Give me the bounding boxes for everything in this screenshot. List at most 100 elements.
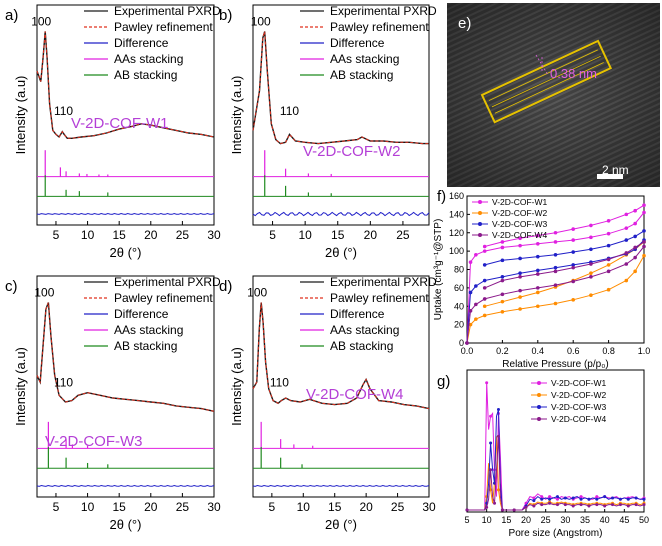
legend-marker	[537, 393, 541, 397]
series-pawley-refinement	[36, 31, 215, 139]
pore-point	[563, 496, 567, 500]
isotherm-point	[633, 234, 637, 239]
y-tick-label: 100	[449, 246, 464, 256]
y-axis-label: Intensity (a.u)	[229, 347, 244, 426]
x-tick-label: 0.2	[496, 346, 509, 356]
isotherm-point	[536, 233, 540, 238]
sample-label: V-2D-COF-W4	[306, 386, 404, 403]
isotherm-point	[571, 238, 575, 242]
pore-point	[555, 495, 559, 499]
isotherm-point	[500, 309, 505, 314]
legend-label: AAs stacking	[330, 323, 399, 337]
x-tick-label: 15	[112, 500, 126, 514]
isotherm-point	[474, 302, 478, 307]
x-tick-label: 15	[501, 515, 511, 525]
isotherm-point	[633, 255, 637, 260]
x-axis-label: 2θ (°)	[325, 245, 357, 260]
legend-label: AAs stacking	[330, 52, 399, 66]
x-tick-label: 0.8	[602, 346, 615, 356]
isotherm-point	[468, 290, 473, 295]
isotherm-point	[633, 269, 637, 274]
panel-letter-a: a)	[5, 7, 18, 24]
isotherm-point	[482, 278, 487, 283]
isotherm-point	[606, 287, 611, 292]
legend-label: V-2D-COF-W1	[551, 378, 607, 388]
pore-point	[540, 497, 544, 501]
pore-point	[611, 496, 615, 500]
isotherm-point	[553, 240, 558, 244]
x-axis-label: Relative Pressure (p/p₀)	[502, 359, 608, 370]
plot-frame	[36, 275, 215, 498]
plot-frame	[252, 275, 430, 498]
isotherm-point	[606, 269, 611, 274]
scale-bar	[597, 174, 623, 179]
plot-frame	[36, 4, 215, 226]
x-axis-label: 2θ (°)	[110, 517, 142, 532]
pore-point	[563, 503, 567, 507]
x-axis-label: 2θ (°)	[325, 517, 357, 532]
isotherm-point	[642, 253, 646, 258]
x-tick-label: 15	[331, 228, 345, 242]
x-tick-label: 10	[482, 515, 492, 525]
pxrd-panel-a: 5 10 15 20 25 30 2θ (°) Intensity (a.u) a) 100 110…	[5, 4, 221, 260]
x-tick-label: 20	[521, 515, 531, 525]
peak-label-110: 110	[280, 104, 299, 118]
legend-marker	[537, 381, 541, 385]
y-axis-label: Uptake (cm³g⁻¹@STP)	[433, 219, 444, 321]
y-tick-label: 60	[454, 283, 464, 293]
isotherm-point	[536, 286, 540, 290]
isotherm-point	[642, 210, 646, 215]
x-tick-label: 25	[176, 228, 190, 242]
pore-point	[485, 381, 489, 385]
isotherm-point	[553, 265, 558, 270]
x-tick-label: 25	[391, 500, 405, 514]
isotherm-point	[606, 257, 611, 262]
pore-point	[540, 503, 544, 507]
pore-point	[485, 505, 489, 509]
legend-label: AAs stacking	[114, 323, 183, 337]
series-difference	[36, 484, 215, 487]
pore-point	[489, 441, 493, 445]
isotherm-point	[518, 256, 522, 261]
pore-point	[548, 495, 552, 499]
isotherm-point	[553, 230, 558, 235]
legend-marker	[537, 417, 541, 421]
isotherm-panel: 0.0 0.2 0.4 0.6 0.8 1.0 0 20 40 60 80 100 120 140 160 R…	[433, 188, 650, 370]
pore-point	[571, 504, 575, 508]
pore-point	[611, 503, 615, 507]
y-tick-label: 160	[449, 191, 464, 201]
isotherm-point	[518, 307, 522, 311]
x-tick-label: 10	[297, 500, 311, 514]
isotherm-point	[518, 288, 522, 293]
x-tick-label: 30	[560, 515, 570, 525]
isotherm-point	[606, 219, 611, 223]
legend-label: Experimental PXRD	[330, 275, 437, 289]
pore-point	[595, 503, 599, 507]
legend-label: AB stacking	[114, 68, 177, 82]
pxrd-panel-c: 5 10 15 20 25 30 2θ (°) Intensity (a.u) c) 100 110…	[5, 275, 221, 532]
legend-label: Pawley refinement	[114, 291, 213, 305]
isotherm-point	[553, 283, 558, 287]
isotherm-point	[482, 286, 487, 290]
pore-point	[532, 496, 536, 500]
peak-label-100: 100	[34, 286, 54, 300]
y-tick-label: 80	[454, 265, 464, 275]
x-tick-label: 15	[112, 228, 126, 242]
isotherm-point	[518, 243, 522, 248]
isotherm-point	[536, 272, 540, 276]
isotherm-point	[468, 260, 473, 264]
isotherm-point	[518, 271, 522, 275]
y-axis-label: Intensity (a.u)	[229, 76, 244, 155]
isotherm-point	[500, 292, 505, 297]
series-pawley-refinement	[36, 302, 215, 412]
isotherm-point	[465, 341, 469, 345]
x-tick-label: 45	[619, 515, 629, 525]
isotherm-point	[482, 263, 487, 267]
isotherm-point	[571, 279, 575, 284]
x-tick-label: 25	[396, 228, 410, 242]
sample-label: V-2D-COF-W2	[303, 143, 401, 160]
legend-marker	[478, 233, 482, 237]
isotherm-point	[642, 203, 646, 207]
y-axis-label: Intensity (a.u)	[13, 347, 28, 426]
